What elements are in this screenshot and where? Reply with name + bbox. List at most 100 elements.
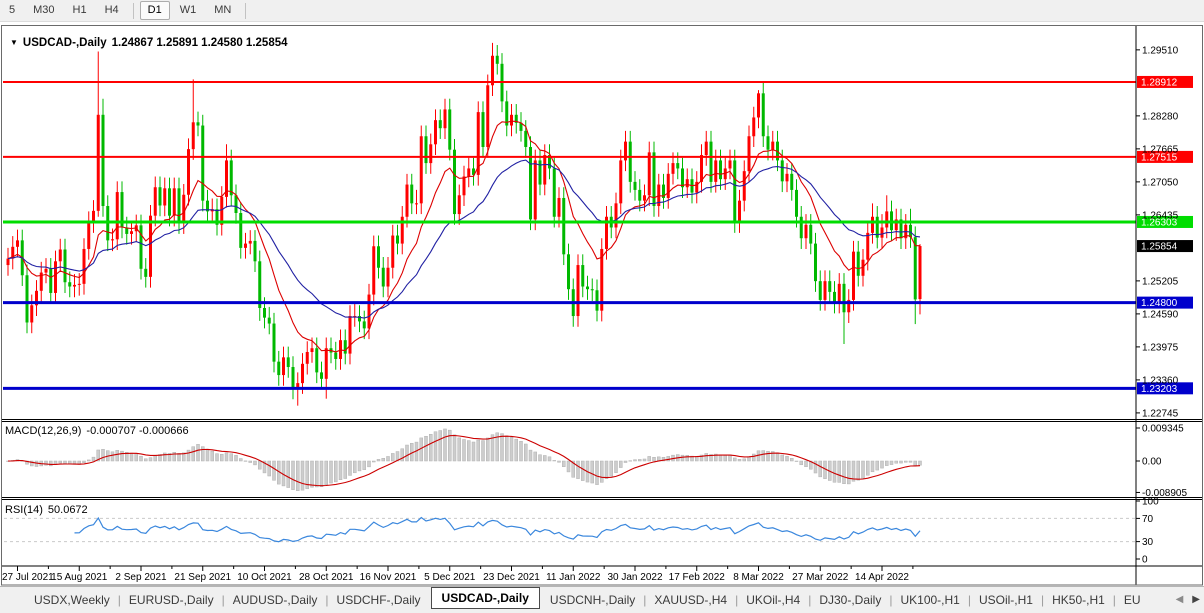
candle-body xyxy=(206,200,209,212)
candle-body xyxy=(438,120,442,129)
macd-histogram-bar xyxy=(334,460,338,483)
rsi-value: 50.0672 xyxy=(47,504,88,516)
macd-tick-label: -0.008905 xyxy=(1142,488,1187,499)
candle-body xyxy=(229,160,233,196)
macd-histogram-bar xyxy=(110,451,115,462)
candle-body xyxy=(6,258,10,266)
tab-hk50-h1[interactable]: HK50-,H1 xyxy=(1052,593,1105,607)
tab-usdx-weekly[interactable]: USDX,Weekly xyxy=(34,593,110,607)
candle-body xyxy=(315,348,319,373)
macd-histogram-bar xyxy=(205,448,210,462)
macd-histogram-bar xyxy=(818,460,822,478)
candle-body xyxy=(818,281,822,300)
price-label-bg xyxy=(1137,75,1193,88)
macd-values: -0.000707 -0.000666 xyxy=(86,425,189,437)
macd-histogram-bar xyxy=(709,454,713,462)
macd-histogram-bar xyxy=(315,460,319,488)
candle-body xyxy=(405,184,409,217)
chart-dropdown-icon[interactable]: ▼ xyxy=(10,37,18,47)
macd-histogram-bar xyxy=(338,460,343,480)
macd-histogram-bar xyxy=(595,460,599,485)
date-label: 5 Dec 2021 xyxy=(424,572,476,583)
candle-body xyxy=(695,181,699,193)
price-tick-label: 1.27665 xyxy=(1142,144,1179,155)
macd-histogram-bar xyxy=(348,460,352,476)
timeframe-button-d1[interactable]: D1 xyxy=(139,1,170,20)
date-label: 28 Oct 2021 xyxy=(299,572,354,583)
macd-histogram-bar xyxy=(543,455,547,462)
macd-indicator-label: MACD(12,26,9) -0.000707 -0.000666 xyxy=(5,425,189,437)
candle-body xyxy=(828,281,832,292)
candle-body xyxy=(476,112,480,175)
macd-histogram-bar xyxy=(372,460,376,463)
timeframe-button-w1[interactable]: W1 xyxy=(179,4,197,16)
macd-histogram-bar xyxy=(918,460,922,466)
toolbar-separator xyxy=(245,2,247,19)
tab-scroll-arrows: ◀ ▶ xyxy=(1169,594,1200,605)
tab-uk100-h1[interactable]: UK100-,H1 xyxy=(900,593,960,607)
tab-eu[interactable]: EU xyxy=(1123,593,1141,607)
macd-histogram-bar xyxy=(524,443,528,462)
candle-body xyxy=(581,265,585,287)
timeframe-button-m30[interactable]: M30 xyxy=(33,4,55,16)
candle-body xyxy=(852,251,855,300)
macd-histogram-bar xyxy=(609,460,613,477)
timeframe-button-mn[interactable]: MN xyxy=(214,4,232,16)
candle-body xyxy=(671,163,675,174)
tab-ukoil-h4[interactable]: UKOil-,H4 xyxy=(746,593,801,607)
candle-body xyxy=(429,144,433,164)
macd-histogram-bar xyxy=(875,460,879,471)
candle-body xyxy=(35,290,38,306)
chart-canvas[interactable]: 1.28912 1.27515 1.26303 1.24800 1.23203 1.295… xyxy=(0,25,1204,586)
timeframe-button-h1[interactable]: H1 xyxy=(72,4,87,16)
macd-histogram-bar xyxy=(191,446,195,462)
macd-histogram-bar xyxy=(799,460,803,466)
candle-body xyxy=(201,125,205,201)
candle-body xyxy=(790,173,794,190)
tab-usdcad-daily[interactable]: USDCAD-,Daily xyxy=(430,587,540,609)
candle-body xyxy=(880,227,884,238)
macd-histogram-bar xyxy=(908,460,913,463)
tab-audusd-daily[interactable]: AUDUSD-,Daily xyxy=(232,593,318,607)
candle-body xyxy=(780,160,784,182)
price-label: 1.26303 xyxy=(1141,217,1178,228)
candle-body xyxy=(396,235,399,244)
macd-histogram-bar xyxy=(856,460,860,481)
candle-body xyxy=(77,283,81,285)
tab-eurusd-daily[interactable]: EURUSD-,Daily xyxy=(128,593,214,607)
candle-body xyxy=(372,246,376,295)
tab-xauusd-h4[interactable]: XAUUSD-,H4 xyxy=(654,593,728,607)
date-label: 27 Mar 2022 xyxy=(792,572,849,583)
toolbar-separator xyxy=(132,2,134,19)
candle-body xyxy=(600,248,604,311)
candle-body xyxy=(30,305,34,323)
macd-histogram-bar xyxy=(894,460,898,464)
candle-body xyxy=(111,239,114,241)
candle-body xyxy=(538,160,542,185)
candle-body xyxy=(453,149,456,215)
macd-histogram-bar xyxy=(785,456,789,462)
candle-body xyxy=(334,352,338,359)
tab-usdchf-daily[interactable]: USDCHF-,Daily xyxy=(336,593,421,607)
candle-body xyxy=(168,188,171,216)
candle-body xyxy=(766,136,770,150)
timeframe-button-h4[interactable]: H4 xyxy=(104,4,119,16)
date-label: 21 Sep 2021 xyxy=(174,572,231,583)
date-label: 8 Mar 2022 xyxy=(733,572,784,583)
tab-usdcnh-daily[interactable]: USDCNH-,Daily xyxy=(549,593,636,607)
timeframe-button-5[interactable]: 5 xyxy=(9,4,16,16)
candle-body xyxy=(472,168,475,175)
tab-scroll-left-icon[interactable]: ◀ xyxy=(1175,594,1184,605)
chart-tab-bar: USDX,Weekly | EURUSD-,Daily | AUDUSD-,Daily |… xyxy=(0,586,1204,613)
macd-histogram-bar xyxy=(30,460,34,467)
tab-scroll-right-icon[interactable]: ▶ xyxy=(1192,594,1200,605)
tab-dj30-daily[interactable]: DJ30-,Daily xyxy=(819,593,882,607)
tab-usoil-h1[interactable]: USOil-,H1 xyxy=(978,593,1033,607)
candle-body xyxy=(586,286,589,290)
date-label: 15 Aug 2021 xyxy=(51,572,108,583)
candle-body xyxy=(495,55,499,64)
macd-histogram-bar xyxy=(481,440,485,462)
candle-body xyxy=(514,114,518,123)
macd-histogram-bar xyxy=(704,453,708,462)
macd-histogram-bar xyxy=(699,454,704,462)
